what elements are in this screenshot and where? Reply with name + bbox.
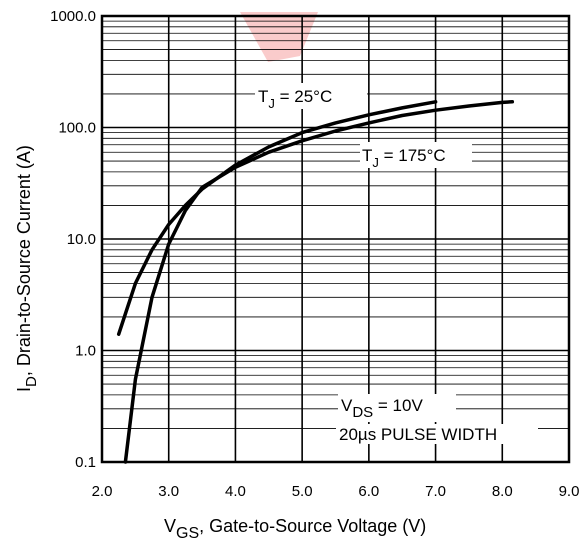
series-line-tj-175 [123, 100, 515, 464]
x-tick-label: 5.0 [292, 483, 313, 500]
data-curves [116, 100, 515, 464]
grid-lines [102, 16, 569, 462]
annotation-vds-rest: = 10V [373, 396, 423, 415]
x-tick-label: 8.0 [492, 483, 513, 500]
y-axis-label-rest: , Drain-to-Source Current (A) [14, 145, 34, 376]
x-axis-label: VGS, Gate-to-Source Voltage (V) [164, 516, 426, 542]
annotation-tj-175-sub: J [372, 155, 379, 170]
plot-frame [100, 14, 571, 464]
y-tick-label: 0.1 [75, 454, 96, 471]
y-tick-label: 1.0 [75, 343, 96, 360]
x-tick-label: 2.0 [92, 483, 113, 500]
annotation-vds: VDS = 10V [338, 394, 456, 422]
x-tick-label: 3.0 [158, 483, 179, 500]
x-tick-label: 7.0 [425, 483, 446, 500]
y-axis-label-main: I [14, 387, 34, 392]
svg-text:VDS = 10V: VDS = 10V [341, 396, 423, 421]
y-axis-label: ID, Drain-to-Source Current (A) [14, 145, 40, 392]
annotation-tj-175: TJ = 175°C [360, 142, 472, 170]
annotation-pulse-width-text: 20µs PULSE WIDTH [339, 425, 497, 444]
y-axis-label-sub: D [23, 376, 40, 387]
annotation-pulse-width: 20µs PULSE WIDTH [336, 424, 538, 444]
tick-labels: 2.0 3.0 4.0 5.0 6.0 7.0 8.0 9.0 0.1 1.0 10.0 100.0 1… [50, 8, 579, 500]
y-tick-label: 10.0 [67, 231, 96, 248]
x-tick-label: 6.0 [358, 483, 379, 500]
y-tick-label: 100.0 [58, 120, 96, 137]
annotation-tj-25-main: T [258, 87, 268, 106]
annotation-tj-175-main: T [362, 146, 372, 165]
annotation-vds-sub: DS [352, 404, 373, 421]
x-axis-label-rest: , Gate-to-Source Voltage (V) [199, 516, 426, 536]
x-tick-label: 4.0 [225, 483, 246, 500]
annotation-tj-25: TJ = 25°C [255, 83, 367, 111]
x-axis-label-main: V [164, 516, 176, 536]
x-axis-label-sub: GS [176, 525, 199, 542]
y-tick-label: 1000.0 [50, 8, 96, 25]
x-tick-label: 9.0 [559, 483, 580, 500]
svg-text:TJ = 175°C: TJ = 175°C [362, 146, 446, 170]
annotation-tj-25-rest: = 25°C [275, 87, 332, 106]
series-line-tj-25 [116, 100, 438, 336]
annotation-vds-main: V [341, 396, 353, 415]
svg-text:TJ = 25°C: TJ = 25°C [258, 87, 332, 111]
watermark-logo [240, 12, 318, 62]
annotation-tj-25-sub: J [268, 96, 275, 111]
annotation-tj-175-rest: = 175°C [379, 146, 446, 165]
